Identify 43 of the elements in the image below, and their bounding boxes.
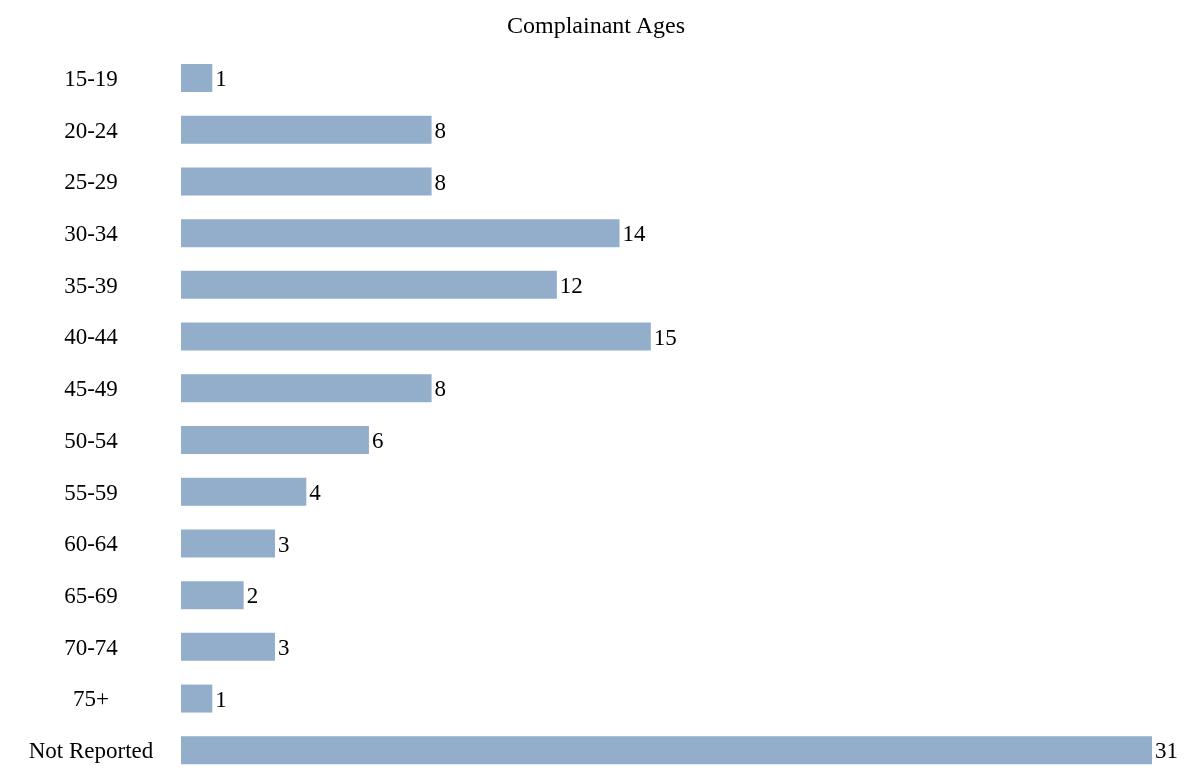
y-tick-label: 50-54: [64, 427, 119, 453]
y-tick-label: 25-29: [64, 169, 118, 195]
bar: [181, 167, 432, 196]
data-label: 1: [215, 686, 227, 712]
bar: [181, 374, 432, 403]
y-tick-label: 45-49: [64, 376, 118, 402]
data-label: 4: [309, 479, 322, 505]
bar: [181, 219, 620, 248]
data-label: 14: [622, 221, 647, 247]
bar: [181, 115, 432, 144]
bar: [181, 477, 307, 506]
data-label: 1: [215, 66, 227, 92]
y-tick-label: 30-34: [64, 221, 119, 246]
data-label: 2: [246, 583, 259, 609]
y-tick-label: 40-44: [64, 324, 119, 350]
data-label: 8: [434, 169, 447, 195]
bar: [181, 736, 1152, 765]
bar: [181, 64, 213, 92]
y-tick-label: 60-64: [64, 531, 119, 557]
data-label: 3: [277, 635, 290, 661]
y-tick-label: 75+: [73, 686, 109, 712]
bar: [181, 322, 651, 351]
data-label: 12: [559, 273, 583, 299]
y-tick-label: 55-59: [64, 479, 118, 505]
bar: [181, 270, 557, 299]
y-tick-label: Not Reported: [28, 738, 154, 764]
chart-title: Complainant Ages: [506, 12, 686, 39]
bar: [181, 581, 244, 610]
y-tick-label: 35-39: [64, 272, 118, 298]
bar: [181, 529, 275, 558]
y-tick-label: 70-74: [64, 634, 119, 660]
data-label: 6: [371, 428, 384, 454]
bar: [181, 684, 213, 713]
y-tick-label: 20-24: [64, 117, 119, 143]
data-label: 3: [277, 531, 290, 557]
y-tick-label: 15-19: [64, 65, 118, 91]
bar: [181, 632, 275, 661]
data-label: 15: [653, 324, 677, 350]
bar: [181, 426, 369, 454]
y-tick-label: 65-69: [64, 583, 118, 608]
data-label: 31: [1155, 738, 1178, 764]
data-label: 8: [434, 376, 447, 402]
data-label: 8: [434, 117, 447, 143]
